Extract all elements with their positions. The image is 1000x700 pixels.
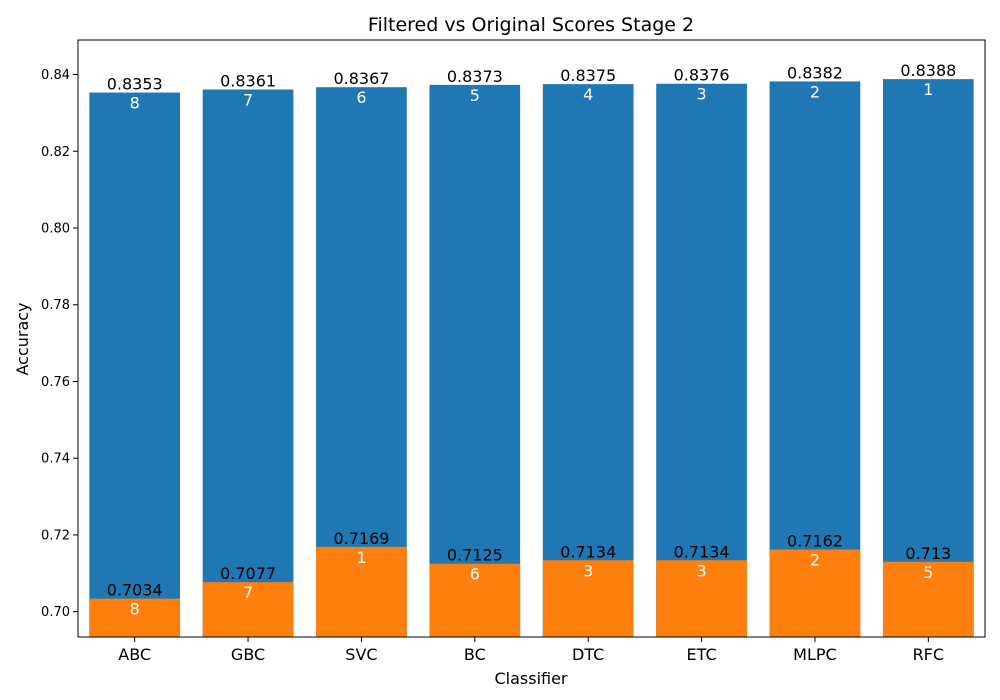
plot-frame bbox=[77, 39, 986, 638]
series-original bbox=[89, 79, 974, 638]
y-axis-label: Accuracy bbox=[13, 302, 32, 375]
x-tick-label-bc: BC bbox=[464, 645, 486, 664]
bar-original-mlpc bbox=[769, 81, 861, 638]
value-label-original-mlpc: 0.8382 bbox=[787, 63, 843, 82]
value-label-filtered-etc: 0.7134 bbox=[674, 542, 730, 561]
bar-filtered-bc bbox=[429, 563, 521, 637]
rank-label-filtered-bc: 6 bbox=[470, 565, 480, 584]
bar-filtered-gbc bbox=[202, 582, 294, 637]
bar-filtered-mlpc bbox=[769, 549, 861, 637]
y-tick-label: 0.74 bbox=[41, 452, 70, 467]
value-label-original-svc: 0.8367 bbox=[333, 69, 389, 88]
rank-label-filtered-etc: 3 bbox=[696, 561, 706, 580]
rank-label-filtered-mlpc: 2 bbox=[810, 551, 820, 570]
rank-label-original-bc: 5 bbox=[470, 86, 480, 105]
bar-filtered-etc bbox=[656, 560, 747, 637]
bar-original-dtc bbox=[542, 84, 634, 638]
x-tick-label-mlpc: MLPC bbox=[793, 645, 837, 664]
value-label-original-bc: 0.8373 bbox=[447, 67, 503, 86]
value-label-filtered-svc: 0.7169 bbox=[333, 529, 389, 548]
x-tick-label-gbc: GBC bbox=[231, 645, 265, 664]
y-tick-label: 0.72 bbox=[41, 528, 70, 543]
rank-label-filtered-rfc: 5 bbox=[923, 563, 933, 582]
bar-filtered-svc bbox=[316, 546, 407, 637]
value-label-filtered-bc: 0.7125 bbox=[447, 546, 503, 565]
rank-label-filtered-abc: 8 bbox=[130, 600, 140, 619]
value-label-filtered-dtc: 0.7134 bbox=[560, 542, 616, 561]
rank-label-filtered-svc: 1 bbox=[356, 548, 366, 567]
rank-label-filtered-gbc: 7 bbox=[243, 583, 253, 602]
y-tick-label: 0.82 bbox=[41, 145, 70, 160]
rank-label-original-mlpc: 2 bbox=[810, 82, 820, 101]
rank-label-filtered-dtc: 3 bbox=[583, 561, 593, 580]
bar-original-bc bbox=[429, 84, 521, 637]
y-tick-label: 0.84 bbox=[41, 68, 70, 83]
bar-filtered-dtc bbox=[542, 560, 634, 637]
y-tick-label: 0.70 bbox=[41, 605, 70, 620]
bar-original-abc bbox=[89, 92, 181, 638]
value-label-original-gbc: 0.8361 bbox=[220, 71, 276, 90]
bar-filtered-rfc bbox=[882, 561, 974, 637]
value-label-original-rfc: 0.8388 bbox=[900, 61, 956, 80]
value-label-original-abc: 0.8353 bbox=[107, 75, 163, 94]
x-tick-label-abc: ABC bbox=[118, 645, 151, 664]
y-tick-label: 0.76 bbox=[41, 375, 70, 390]
series-filtered bbox=[89, 546, 974, 637]
value-label-filtered-rfc: 0.713 bbox=[905, 544, 951, 563]
rank-label-original-gbc: 7 bbox=[243, 90, 253, 109]
value-label-filtered-gbc: 0.7077 bbox=[220, 564, 276, 583]
y-axis: 0.70 0.72 0.74 0.76 0.78 0.80 0.82 0.84 bbox=[41, 68, 78, 620]
x-axis-label: Classifier bbox=[494, 669, 567, 688]
y-tick-label: 0.80 bbox=[41, 222, 70, 237]
value-label-original-etc: 0.8376 bbox=[674, 66, 730, 85]
x-tick-label-dtc: DTC bbox=[572, 645, 604, 664]
rank-label-original-dtc: 4 bbox=[583, 85, 593, 104]
value-label-filtered-mlpc: 0.7162 bbox=[787, 532, 843, 551]
x-axis: ABC GBC SVC BC DTC ETC MLPC RFC bbox=[118, 637, 944, 664]
rank-label-original-abc: 8 bbox=[130, 94, 140, 113]
data-labels: 0.83530.7034880.83610.7077770.83670.7169… bbox=[107, 61, 957, 618]
bar-original-svc bbox=[316, 87, 407, 638]
bar-original-rfc bbox=[882, 79, 974, 638]
x-tick-label-rfc: RFC bbox=[913, 645, 945, 664]
bar-original-gbc bbox=[202, 89, 294, 638]
y-tick-label: 0.78 bbox=[41, 298, 70, 313]
rank-label-original-rfc: 1 bbox=[923, 80, 933, 99]
bar-original-etc bbox=[656, 83, 747, 637]
rank-label-original-svc: 6 bbox=[356, 88, 366, 107]
x-tick-label-svc: SVC bbox=[345, 645, 377, 664]
x-tick-label-etc: ETC bbox=[687, 645, 717, 664]
rank-label-original-etc: 3 bbox=[696, 85, 706, 104]
value-label-filtered-abc: 0.7034 bbox=[107, 581, 163, 600]
bar-filtered-abc bbox=[89, 598, 181, 637]
value-label-original-dtc: 0.8375 bbox=[560, 66, 616, 85]
chart-title: Filtered vs Original Scores Stage 2 bbox=[368, 14, 694, 36]
